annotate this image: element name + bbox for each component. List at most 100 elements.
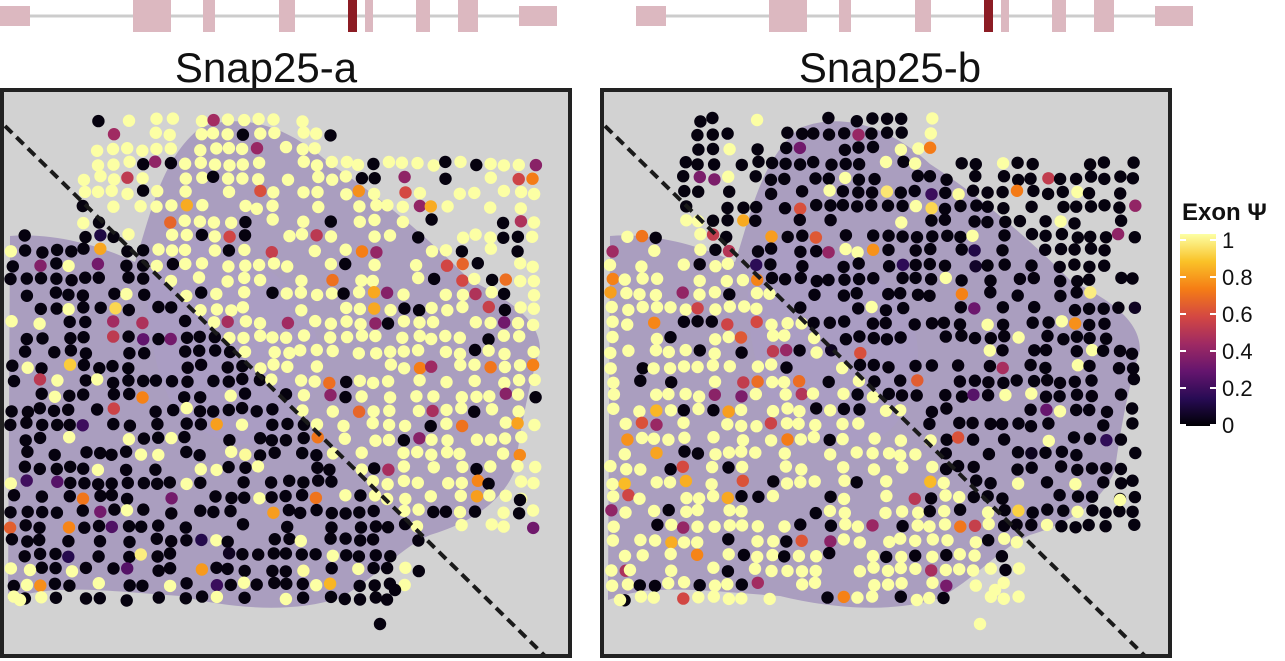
spot (294, 534, 307, 548)
spot (663, 476, 677, 489)
spot (821, 591, 834, 604)
spot (64, 344, 78, 357)
spot (61, 403, 75, 416)
spot (439, 345, 453, 359)
spot (63, 389, 76, 402)
spot (1024, 403, 1037, 416)
spot (368, 230, 381, 243)
spot (136, 172, 149, 185)
spot (164, 216, 177, 229)
spot (634, 533, 647, 547)
spot (380, 286, 394, 299)
spot (77, 462, 90, 475)
spot (737, 548, 751, 562)
spot (794, 433, 807, 446)
spot (764, 434, 778, 447)
spot (339, 390, 352, 404)
spot (823, 184, 836, 197)
spot (970, 199, 983, 212)
spot (866, 519, 879, 532)
spot (635, 416, 649, 429)
spot (121, 562, 134, 575)
spot (984, 286, 997, 299)
spot (910, 231, 924, 244)
spot (995, 550, 1009, 563)
spot (752, 155, 765, 168)
spot (107, 562, 120, 575)
spot (1129, 446, 1142, 460)
spot (121, 142, 134, 155)
spot (91, 373, 104, 386)
spot (721, 257, 734, 270)
spot (1085, 343, 1099, 357)
spot (526, 172, 539, 185)
spot (223, 434, 236, 447)
spot (619, 506, 632, 519)
spot (1126, 474, 1139, 487)
spot (938, 202, 952, 216)
spot (910, 389, 923, 402)
spot (238, 564, 251, 578)
spot (851, 388, 864, 401)
spot (735, 158, 748, 172)
spot (764, 187, 778, 201)
spot (837, 387, 850, 400)
colorbar-tick-label: 0 (1222, 413, 1234, 438)
spot (777, 376, 791, 389)
spot (750, 200, 763, 214)
spot (454, 155, 467, 169)
spot (1056, 185, 1070, 199)
spot (1071, 185, 1084, 199)
spot (880, 489, 893, 503)
spot (77, 173, 91, 187)
spot (122, 374, 135, 387)
spot (897, 301, 910, 315)
spot (497, 506, 510, 519)
spot (983, 359, 997, 373)
spot (225, 445, 238, 458)
spot (427, 159, 440, 172)
spot (20, 578, 34, 592)
spot (79, 230, 92, 244)
spot (355, 463, 368, 476)
spot (324, 331, 337, 344)
spot (837, 590, 850, 604)
spot (367, 187, 381, 201)
spot (91, 257, 105, 271)
spot (723, 300, 736, 313)
spot (850, 476, 863, 489)
spot (780, 141, 793, 155)
spot (92, 577, 106, 590)
spot (1113, 505, 1126, 518)
spot (882, 243, 895, 257)
spot (679, 474, 693, 488)
spot (894, 186, 907, 199)
spot (384, 345, 397, 358)
spot (606, 315, 619, 328)
spot (925, 359, 939, 372)
spot (238, 345, 252, 358)
spot (338, 592, 351, 606)
spot (997, 170, 1011, 183)
spot (326, 405, 339, 418)
spot (997, 202, 1010, 215)
spot (955, 390, 969, 403)
spot (368, 462, 381, 475)
spot (105, 448, 118, 461)
spot (676, 286, 689, 299)
spot (165, 492, 178, 505)
spot (1113, 344, 1127, 358)
spot (706, 111, 719, 125)
spot (1057, 200, 1070, 214)
spot (883, 535, 896, 549)
spot (79, 315, 92, 329)
spot (369, 520, 383, 533)
spot (164, 142, 177, 155)
panel-frame-b (600, 88, 1172, 658)
spot (778, 273, 792, 286)
spot (470, 433, 484, 446)
spot (909, 549, 922, 562)
spot (468, 343, 482, 357)
spot (121, 245, 134, 258)
spot (937, 591, 950, 605)
